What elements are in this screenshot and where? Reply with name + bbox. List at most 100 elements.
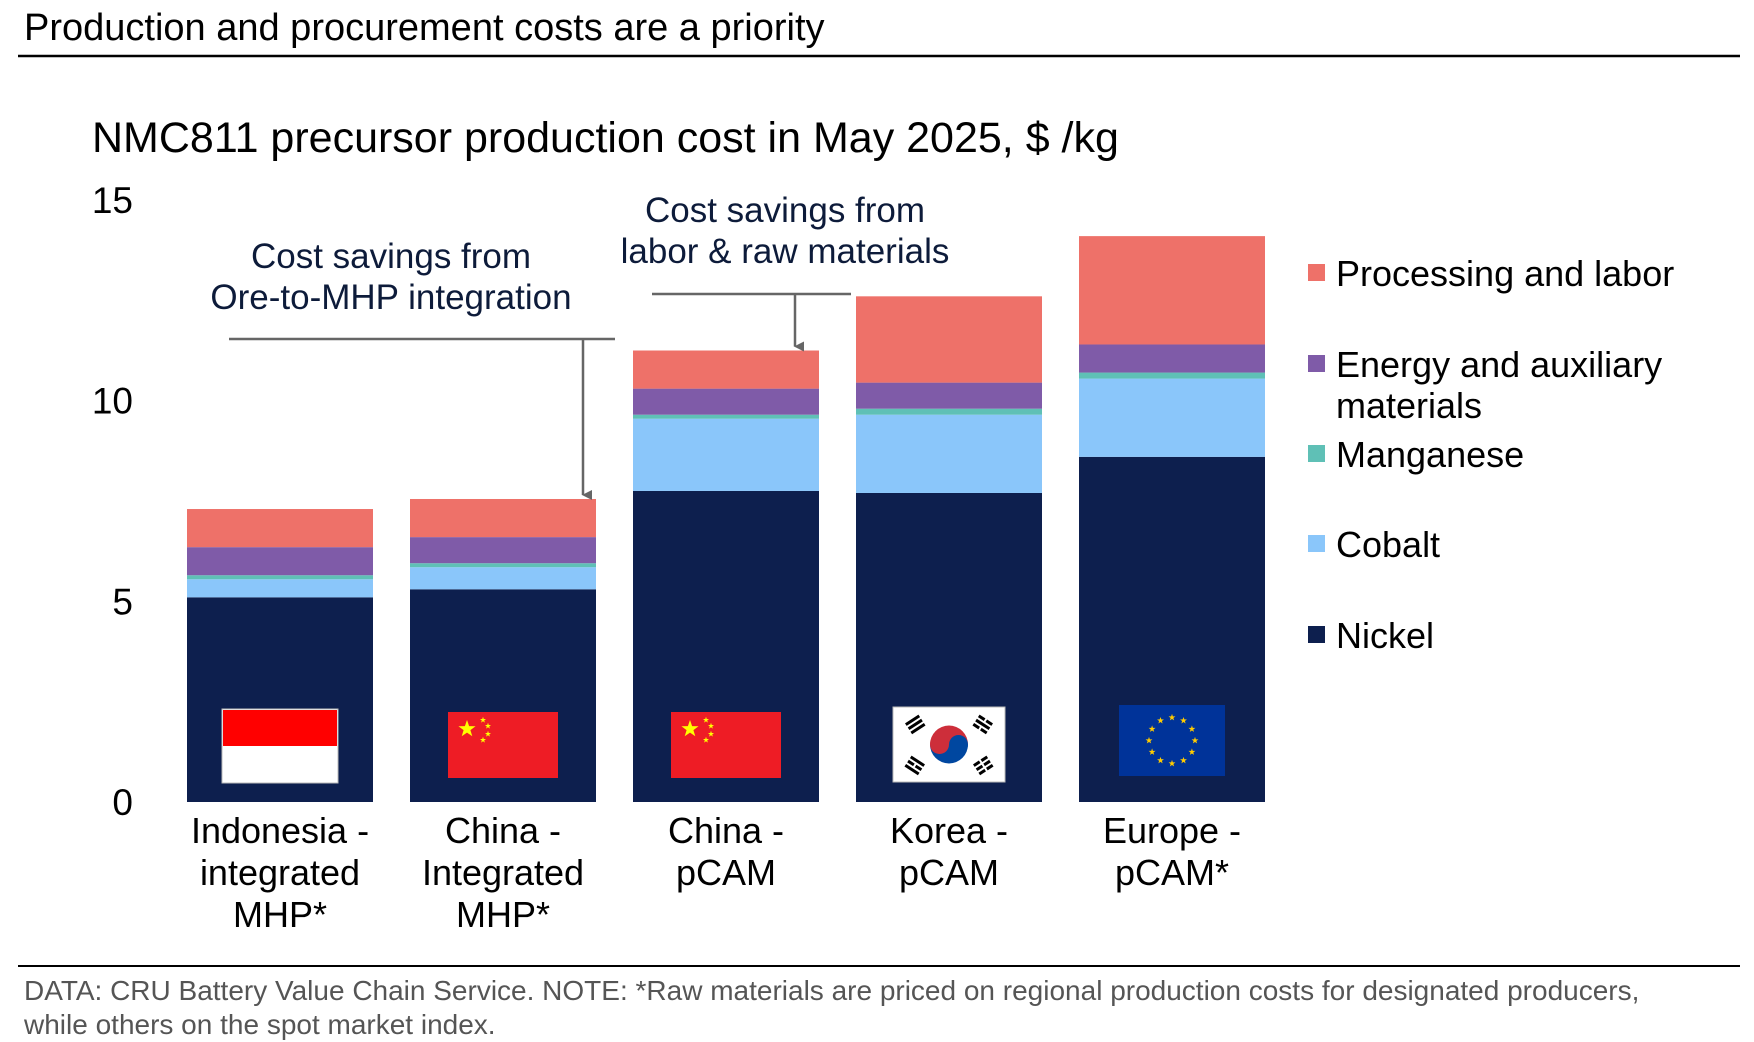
x-tick-label: China - bbox=[445, 810, 561, 851]
flag-star bbox=[479, 716, 487, 723]
bar-processing-and-labor bbox=[410, 498, 596, 538]
bar-manganese bbox=[1079, 372, 1265, 379]
flag-korea bbox=[892, 706, 1006, 783]
x-tick-label: Indonesia - bbox=[191, 810, 369, 851]
flag-china bbox=[448, 712, 558, 778]
bar-energy-and-auxiliary-materials bbox=[410, 537, 596, 564]
x-tick-label: pCAM* bbox=[1115, 852, 1229, 893]
flags bbox=[221, 705, 1225, 784]
bar-manganese bbox=[856, 408, 1042, 415]
x-tick-label: integrated bbox=[200, 852, 360, 893]
legend-swatch bbox=[1308, 535, 1325, 552]
y-tick-label: 0 bbox=[112, 782, 133, 823]
flag-star bbox=[681, 720, 699, 737]
flag-star bbox=[1145, 736, 1153, 744]
footer-note-line-1: DATA: CRU Battery Value Chain Service. N… bbox=[24, 975, 1639, 1006]
flag-trigram bbox=[905, 714, 926, 735]
flag-star bbox=[1157, 716, 1164, 724]
legend-label: Manganese bbox=[1336, 434, 1524, 475]
x-tick-label: Europe - bbox=[1103, 810, 1241, 851]
bar-manganese bbox=[410, 563, 596, 568]
legend-swatch bbox=[1308, 264, 1325, 281]
flag-star bbox=[702, 716, 710, 723]
legend-label: Nickel bbox=[1336, 615, 1434, 656]
y-tick-label: 5 bbox=[112, 581, 133, 622]
bar-cobalt bbox=[1079, 378, 1265, 457]
annotation-text: labor & raw materials bbox=[621, 232, 950, 271]
x-tick-label: pCAM bbox=[899, 852, 999, 893]
bar-energy-and-auxiliary-materials bbox=[187, 547, 373, 576]
legend-swatch bbox=[1308, 355, 1325, 372]
bar-processing-and-labor bbox=[187, 509, 373, 548]
flag-star bbox=[1188, 748, 1196, 755]
flag-star bbox=[1191, 736, 1199, 744]
bar-cobalt bbox=[410, 567, 596, 590]
bar-stack-1 bbox=[187, 509, 373, 802]
flag-star bbox=[1148, 725, 1156, 732]
x-tick-label: pCAM bbox=[676, 852, 776, 893]
legend-label: Cobalt bbox=[1336, 524, 1440, 565]
bar-energy-and-auxiliary-materials bbox=[633, 388, 819, 415]
legend-label: materials bbox=[1336, 385, 1482, 426]
chart-title: NMC811 precursor production cost in May … bbox=[92, 114, 1119, 162]
bar-cobalt bbox=[187, 579, 373, 598]
x-tick-label: MHP* bbox=[233, 894, 327, 935]
annotation-text: Ore-to-MHP integration bbox=[210, 278, 571, 317]
bar-processing-and-labor bbox=[1079, 236, 1265, 345]
legend-item-cobalt: Cobalt bbox=[1308, 524, 1440, 565]
legend-label: Processing and labor bbox=[1336, 253, 1674, 294]
legend-item-manganese: Manganese bbox=[1308, 434, 1524, 475]
annotation-text: Cost savings from bbox=[251, 237, 531, 276]
flag-star bbox=[1157, 756, 1164, 764]
y-tick-label: 10 bbox=[92, 381, 133, 422]
x-tick-label: Integrated bbox=[422, 852, 584, 893]
legend: Processing and labor Energy and auxiliary… bbox=[1308, 253, 1674, 656]
x-tick-label: China - bbox=[668, 810, 784, 851]
flag-star bbox=[458, 720, 476, 737]
flag-indonesia bbox=[221, 708, 339, 784]
bar-processing-and-labor bbox=[633, 350, 819, 389]
annotation-text: Cost savings from bbox=[645, 191, 925, 230]
bar-cobalt bbox=[856, 414, 1042, 493]
flag-star bbox=[484, 730, 492, 737]
x-tick-label: MHP* bbox=[456, 894, 550, 935]
flag-china bbox=[671, 712, 781, 778]
y-tick-label: 15 bbox=[92, 180, 133, 221]
bar-manganese bbox=[633, 414, 819, 419]
x-tick-label: Korea - bbox=[890, 810, 1008, 851]
flag-star bbox=[1180, 716, 1187, 724]
page-title: Production and procurement costs are a p… bbox=[24, 7, 825, 49]
flag-trigram bbox=[904, 755, 925, 776]
flag-star bbox=[479, 736, 487, 743]
bar-energy-and-auxiliary-materials bbox=[856, 382, 1042, 409]
flag-star bbox=[1180, 756, 1187, 764]
flag-star bbox=[1148, 748, 1156, 755]
flag-trigram bbox=[972, 714, 993, 735]
bar-manganese bbox=[187, 575, 373, 580]
flag-star bbox=[707, 730, 715, 737]
flag-star bbox=[1188, 725, 1196, 732]
flag-star bbox=[1168, 759, 1176, 767]
flag-star bbox=[707, 722, 715, 729]
flag-trigram bbox=[973, 755, 994, 776]
footer-note-line-2: while others on the spot market index. bbox=[23, 1009, 496, 1040]
legend-swatch bbox=[1308, 445, 1325, 462]
legend-item-nickel: Nickel bbox=[1308, 615, 1434, 656]
bar-energy-and-auxiliary-materials bbox=[1079, 344, 1265, 373]
flag-star bbox=[702, 736, 710, 743]
y-axis: 0 5 10 15 bbox=[92, 180, 133, 823]
legend-label: Energy and auxiliary bbox=[1336, 344, 1662, 385]
bar-processing-and-labor bbox=[856, 296, 1042, 383]
bar-cobalt bbox=[633, 418, 819, 491]
flag-star bbox=[484, 722, 492, 729]
flag-star bbox=[1168, 713, 1176, 721]
flag-europe bbox=[1119, 705, 1225, 776]
legend-item-processing-and-labor: Processing and labor bbox=[1308, 253, 1674, 294]
legend-swatch bbox=[1308, 626, 1325, 643]
